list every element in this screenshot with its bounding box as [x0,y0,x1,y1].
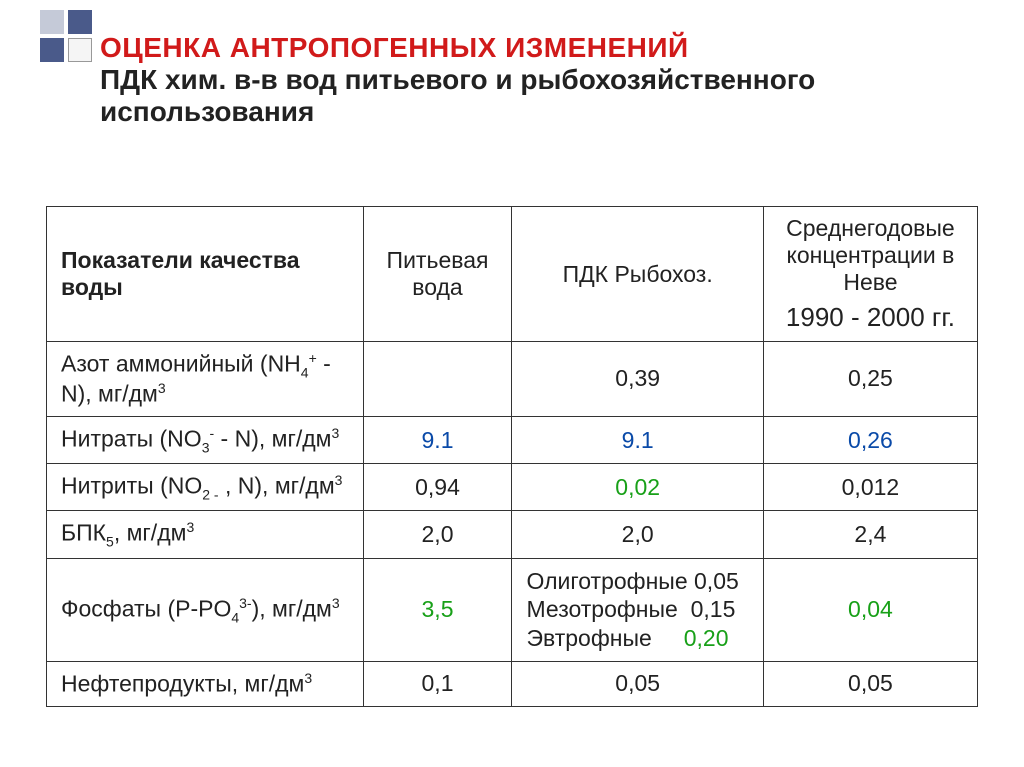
row-label: Нитриты (NO2 - , N), мг/дм3 [47,464,364,511]
table-row: Нитриты (NO2 - , N), мг/дм3 0,94 0,02 0,… [47,464,978,511]
cell: 0,04 [763,558,977,661]
cell-phosphate-types: Олиготрофные 0,05 Мезотрофные 0,15 Эвтро… [512,558,763,661]
row-label: БПК5, мг/дм3 [47,511,364,558]
cell: 2,0 [363,511,512,558]
cell: 0,02 [512,464,763,511]
table-row: Нитраты (NO3- - N), мг/дм3 9.1 9.1 0,26 [47,416,978,463]
cell: 3,5 [363,558,512,661]
col-quality: Показатели качества воды [47,207,364,342]
cell: 9.1 [363,416,512,463]
table-header-row: Показатели качества воды Питьевая вода П… [47,207,978,342]
cell: 0,25 [763,342,977,417]
table-row: Нефтепродукты, мг/дм3 0,1 0,05 0,05 [47,661,978,706]
table-row: Азот аммонийный (NH4+ - N), мг/дм3 0,39 … [47,342,978,417]
cell: 0,26 [763,416,977,463]
slide-title: ОЦЕНКА АНТРОПОГЕННЫХ ИЗМЕНЕНИЙ ПДК хим. … [100,32,964,128]
cell: 0,05 [763,661,977,706]
cell: 0,05 [512,661,763,706]
cell: 0,1 [363,661,512,706]
cell: 2,4 [763,511,977,558]
row-label: Нефтепродукты, мг/дм3 [47,661,364,706]
row-label: Нитраты (NO3- - N), мг/дм3 [47,416,364,463]
row-label: Азот аммонийный (NH4+ - N), мг/дм3 [47,342,364,417]
col-neva-top: Среднегодовые концентрации в Неве [786,215,955,295]
cell: 9.1 [512,416,763,463]
col-neva-years: 1990 - 2000 гг. [778,302,963,333]
cell: 0,94 [363,464,512,511]
title-line-1: ОЦЕНКА АНТРОПОГЕННЫХ ИЗМЕНЕНИЙ [100,32,964,64]
col-fish: ПДК Рыбохоз. [512,207,763,342]
data-table: Показатели качества воды Питьевая вода П… [46,206,978,707]
cell: 2,0 [512,511,763,558]
cell [363,342,512,417]
col-neva: Среднегодовые концентрации в Неве 1990 -… [763,207,977,342]
corner-logo [40,10,92,62]
row-label: Фосфаты (P-PO43-), мг/дм3 [47,558,364,661]
cell: 0,39 [512,342,763,417]
table-row: БПК5, мг/дм3 2,0 2,0 2,4 [47,511,978,558]
col-drinking: Питьевая вода [363,207,512,342]
title-line-2: ПДК хим. в-в вод питьевого и рыбохозяйст… [100,64,964,128]
table-row: Фосфаты (P-PO43-), мг/дм3 3,5 Олиготрофн… [47,558,978,661]
cell: 0,012 [763,464,977,511]
